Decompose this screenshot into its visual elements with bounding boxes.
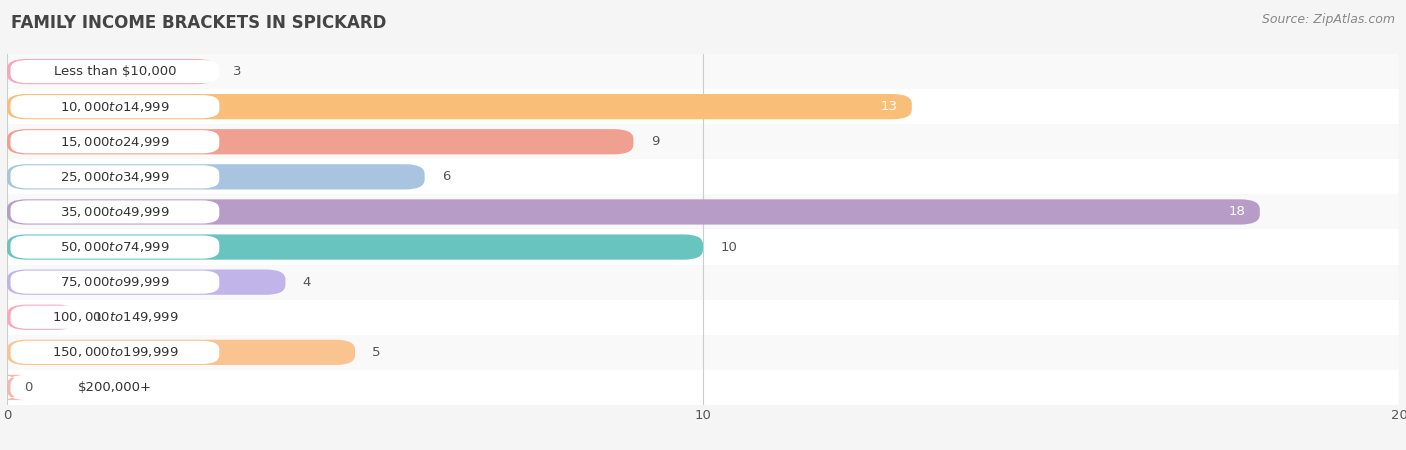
FancyBboxPatch shape [10, 165, 219, 189]
Text: 18: 18 [1229, 206, 1246, 218]
Text: 10: 10 [720, 241, 737, 253]
Text: 13: 13 [882, 100, 898, 113]
FancyBboxPatch shape [7, 305, 77, 330]
Text: Source: ZipAtlas.com: Source: ZipAtlas.com [1261, 14, 1395, 27]
FancyBboxPatch shape [7, 94, 912, 119]
FancyBboxPatch shape [0, 375, 27, 400]
FancyBboxPatch shape [7, 234, 703, 260]
FancyBboxPatch shape [7, 159, 1399, 194]
Text: $100,000 to $149,999: $100,000 to $149,999 [52, 310, 179, 324]
FancyBboxPatch shape [7, 164, 425, 189]
FancyBboxPatch shape [7, 199, 1260, 225]
Text: 4: 4 [302, 276, 311, 288]
Text: $150,000 to $199,999: $150,000 to $199,999 [52, 345, 179, 360]
FancyBboxPatch shape [10, 130, 219, 153]
FancyBboxPatch shape [7, 270, 285, 295]
FancyBboxPatch shape [7, 335, 1399, 370]
Text: $50,000 to $74,999: $50,000 to $74,999 [60, 240, 170, 254]
FancyBboxPatch shape [7, 300, 1399, 335]
FancyBboxPatch shape [10, 60, 219, 83]
FancyBboxPatch shape [7, 124, 1399, 159]
FancyBboxPatch shape [7, 265, 1399, 300]
FancyBboxPatch shape [10, 306, 219, 329]
Text: $200,000+: $200,000+ [77, 381, 152, 394]
FancyBboxPatch shape [10, 95, 219, 118]
Text: 6: 6 [441, 171, 450, 183]
FancyBboxPatch shape [10, 270, 219, 294]
FancyBboxPatch shape [10, 200, 219, 224]
Text: $75,000 to $99,999: $75,000 to $99,999 [60, 275, 170, 289]
Text: $25,000 to $34,999: $25,000 to $34,999 [60, 170, 170, 184]
Text: $15,000 to $24,999: $15,000 to $24,999 [60, 135, 170, 149]
Text: Less than $10,000: Less than $10,000 [53, 65, 176, 78]
Text: FAMILY INCOME BRACKETS IN SPICKARD: FAMILY INCOME BRACKETS IN SPICKARD [11, 14, 387, 32]
FancyBboxPatch shape [10, 235, 219, 259]
FancyBboxPatch shape [10, 376, 219, 399]
Text: 1: 1 [94, 311, 103, 324]
FancyBboxPatch shape [7, 129, 633, 154]
FancyBboxPatch shape [10, 341, 219, 364]
FancyBboxPatch shape [7, 54, 1399, 89]
FancyBboxPatch shape [7, 194, 1399, 230]
FancyBboxPatch shape [7, 370, 1399, 405]
Text: $35,000 to $49,999: $35,000 to $49,999 [60, 205, 170, 219]
Text: 9: 9 [651, 135, 659, 148]
FancyBboxPatch shape [7, 59, 217, 84]
FancyBboxPatch shape [7, 230, 1399, 265]
FancyBboxPatch shape [7, 89, 1399, 124]
Text: 0: 0 [24, 381, 32, 394]
FancyBboxPatch shape [7, 340, 354, 365]
Text: 5: 5 [373, 346, 381, 359]
Text: $10,000 to $14,999: $10,000 to $14,999 [60, 99, 170, 114]
Text: 3: 3 [233, 65, 242, 78]
